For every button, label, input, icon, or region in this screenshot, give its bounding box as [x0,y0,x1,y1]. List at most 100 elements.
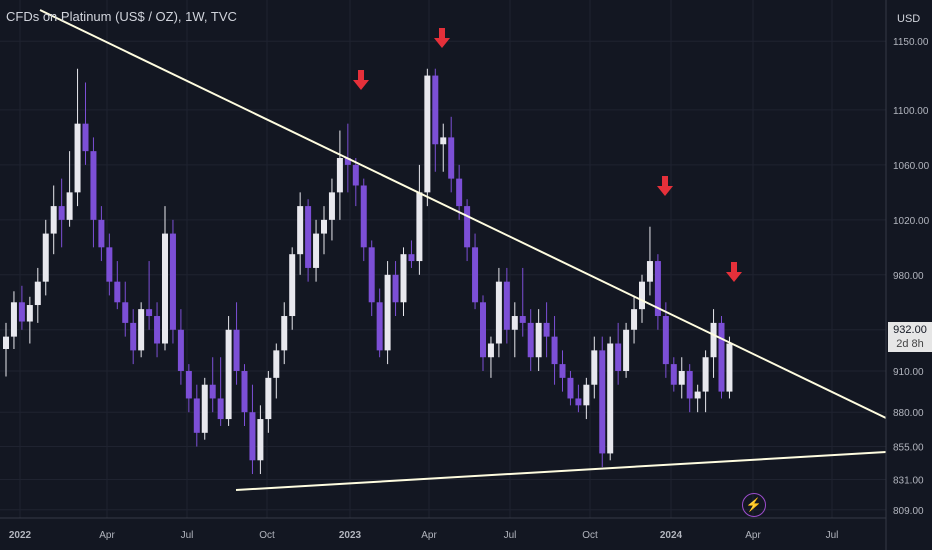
candle-down [146,309,153,317]
y-tick-label: 1150.00 [893,37,929,48]
x-tick-label: 2024 [660,530,683,541]
candle-down [472,247,479,303]
candle-down [376,302,383,351]
candle-down [241,370,248,413]
candle-up [225,329,232,420]
candle-up [639,281,645,310]
descending-trendline [39,9,887,419]
candle-down [718,322,725,392]
candle-up [623,329,630,371]
y-tick-label: 831.00 [893,476,924,487]
ascending-support-line [235,451,887,491]
candle-up [257,419,264,461]
candle-up [591,350,598,385]
candle-down [98,219,105,248]
candle-down [249,412,256,461]
candle-down [209,384,216,399]
candle-up [702,357,709,392]
candle-up [273,350,280,378]
candle-up [289,254,296,317]
currency-unit[interactable]: USD [897,13,921,25]
candle-up [26,305,33,322]
x-tick-label: 2022 [9,530,32,541]
candle-down [599,350,606,454]
candle-down [551,336,558,365]
candle-down [519,316,526,323]
arrow-markers [353,28,742,282]
x-tick-label: Apr [745,530,761,541]
x-tick-label: Jul [181,530,194,541]
candle-down [654,261,661,317]
x-tick-label: Jul [826,530,839,541]
lightning-icon[interactable]: ⚡ [742,493,766,517]
candle-down [686,370,693,399]
down-arrow-marker [434,28,450,48]
candle-down [305,206,312,268]
candle-down [122,302,129,323]
x-tick-label: Apr [421,530,437,541]
candle-up [495,281,502,344]
candle-down [567,377,574,399]
candle-up [440,137,447,145]
x-tick-label: 2023 [339,530,362,541]
candle-down [352,164,359,186]
candle-down [114,281,121,303]
candle-down [169,233,176,330]
candle-up [321,219,327,234]
candle-up [384,274,391,351]
x-tick-label: Oct [582,530,598,541]
candle-up [74,123,81,193]
candle-up [328,192,335,220]
time-axis[interactable]: 2022 Apr Jul Oct 2023 Apr Jul Oct 2024 Apr Jul [0,517,886,541]
candle-up [138,309,145,351]
price-axis[interactable]: 809.00831.00855.00880.00910.00940.00980.… [885,0,930,550]
down-arrow-marker [657,176,673,196]
last-price-value: 932.00 [893,324,927,336]
candle-up [424,75,431,193]
bar-countdown: 2d 8h [896,338,924,350]
y-tick-label: 1100.00 [893,106,929,117]
y-tick-label: 880.00 [893,408,924,419]
candle-up [42,233,49,282]
trendlines [39,9,887,491]
candle-down [82,123,89,152]
y-tick-label: 1060.00 [893,161,930,172]
candle-up [297,206,304,255]
candle-up [50,206,57,234]
candle-up [66,192,73,220]
y-tick-label: 855.00 [893,443,924,454]
candle-up [10,302,17,337]
candle-down [185,370,192,399]
candle-down [360,185,367,248]
candle-down [480,302,486,358]
candle-up [631,309,638,330]
candle-down [344,158,351,165]
candle-up [710,322,717,358]
candle-down [408,254,415,262]
candle-up [511,316,518,330]
down-arrow-marker [726,262,742,282]
chart-grid [0,0,886,518]
candle-down [217,398,224,420]
candle-down [559,364,566,378]
candle-down [662,316,669,365]
candle-up [265,377,272,420]
candle-down [456,178,463,207]
y-tick-label: 809.00 [893,506,924,517]
candle-down [193,398,200,433]
candle-down [464,206,471,248]
candle-down [106,247,113,282]
candle-up [583,384,590,406]
chart-title: CFDs on Platinum (US$ / OZ), 1W, TVC [6,9,237,24]
candle-down [670,364,677,385]
y-tick-label: 980.00 [893,271,924,282]
candle-up [416,192,423,262]
last-price-label: 932.00 2d 8h [888,322,932,352]
candle-down [154,316,161,344]
candle-down [90,151,97,220]
down-arrow-marker [353,70,369,90]
candle-up [281,316,288,351]
candle-up [487,343,494,358]
candle-down [543,322,550,337]
